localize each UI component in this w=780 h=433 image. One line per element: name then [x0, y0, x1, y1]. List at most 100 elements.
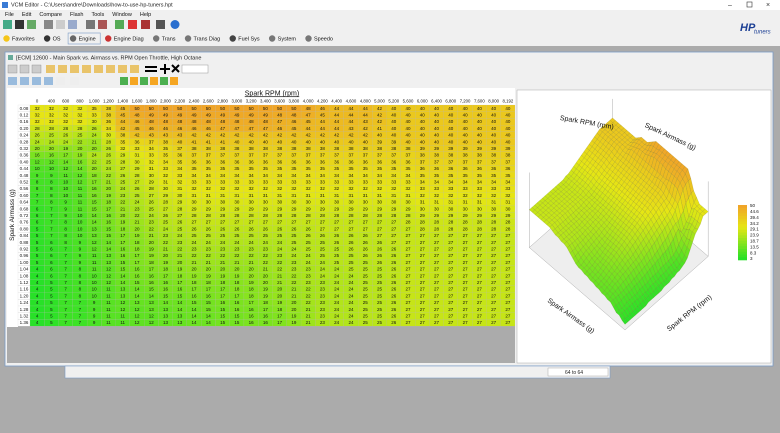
cell-value: 34 [406, 173, 412, 178]
toolbar-icon[interactable] [46, 65, 55, 73]
column-header: 400 [48, 99, 56, 104]
table-cell[interactable] [500, 319, 516, 327]
cell-value: 13 [149, 307, 155, 312]
toolbar-icon[interactable] [70, 77, 79, 85]
cell-value: 40 [463, 139, 469, 144]
cell-value: 26 [377, 240, 383, 245]
menu-item[interactable]: Help [140, 12, 151, 18]
tab-label[interactable]: OS [53, 36, 61, 42]
toolbar-icon[interactable] [32, 77, 41, 85]
toolbar-icon[interactable] [141, 20, 150, 29]
legend-gradient [738, 216, 747, 220]
toolbar-icon[interactable] [44, 20, 53, 29]
toolbar-icon[interactable] [130, 65, 139, 73]
toolbar-icon[interactable] [150, 77, 158, 85]
range-dropdown[interactable] [547, 367, 609, 377]
cell-value: 8 [79, 280, 82, 285]
cell-value: 17 [177, 280, 183, 285]
toolbar-icon[interactable] [94, 65, 103, 73]
toolbar-icon[interactable] [140, 77, 148, 85]
toolbar-icon[interactable] [68, 20, 77, 29]
toolbar-icon[interactable] [19, 64, 30, 74]
tab-label[interactable]: Engine [79, 36, 96, 42]
menu-item[interactable]: Window [112, 12, 132, 18]
minimize-button[interactable]: – [728, 2, 732, 9]
toolbar-icon[interactable] [120, 77, 128, 85]
cell-value: 34 [377, 173, 383, 178]
toolbar-icon[interactable] [58, 65, 67, 73]
toolbar-icon[interactable] [56, 20, 65, 29]
cell-value: 45 [120, 106, 126, 111]
toolbar-icon[interactable] [7, 64, 18, 74]
cell-value: 18 [234, 287, 240, 292]
cell-value: 34 [291, 173, 297, 178]
toolbar-icon[interactable] [44, 77, 53, 85]
toolbar-icon[interactable] [145, 66, 157, 68]
toolbar-icon[interactable] [118, 65, 127, 73]
cell-value: 32 [120, 146, 126, 151]
cell-value: 21 [120, 206, 126, 211]
toolbar-icon[interactable] [20, 77, 29, 85]
cell-value: 40 [477, 119, 483, 124]
cell-value: 22 [306, 293, 312, 298]
cell-value: 28 [63, 126, 69, 131]
cell-value: 46 [206, 126, 212, 131]
maximize-button[interactable] [746, 1, 753, 8]
cell-value: 8 [36, 180, 39, 185]
tab-label[interactable]: System [278, 36, 297, 42]
toolbar-icon[interactable] [56, 77, 65, 85]
cell-value: 7 [64, 287, 67, 292]
toolbar-icon[interactable] [145, 70, 157, 72]
row-header: 0.64 [20, 200, 29, 205]
toolbar-icon[interactable] [31, 64, 42, 74]
value-input[interactable] [181, 64, 209, 74]
cell-value: 40 [434, 139, 440, 144]
toolbar-icon[interactable] [70, 65, 79, 73]
cell-value: 12 [149, 314, 155, 319]
toolbar-icon[interactable] [160, 77, 168, 85]
cell-value: 27 [505, 247, 511, 252]
tab-label[interactable]: Favorites [12, 36, 35, 42]
tab-label[interactable]: Speedo [314, 36, 333, 42]
menu-item[interactable]: File [5, 12, 14, 18]
column-header: 3,400 [260, 99, 271, 104]
tab-label[interactable]: Trans Diag [194, 36, 221, 42]
toolbar-icon[interactable] [156, 20, 165, 29]
toolbar-icon[interactable] [115, 20, 124, 29]
toolbar-icon[interactable] [82, 65, 91, 73]
cell-value: 10 [77, 213, 83, 218]
cell-value: 29 [220, 206, 226, 211]
cell-value: 25 [49, 133, 55, 138]
toolbar-icon[interactable] [171, 64, 180, 73]
toolbar-icon[interactable] [27, 20, 36, 29]
menu-bar: File Edit Compare Flash Tools Window Help [5, 12, 151, 18]
cell-value: 48 [220, 119, 226, 124]
toolbar-icon[interactable] [3, 20, 12, 29]
cell-value: 27 [420, 287, 426, 292]
cell-value: 40 [348, 139, 354, 144]
toolbar-icon[interactable] [160, 64, 170, 74]
menu-item[interactable]: Flash [70, 12, 83, 18]
cell-value: 10 [92, 280, 98, 285]
cell-value: 20 [263, 280, 269, 285]
tab-label[interactable]: Fuel Sys [238, 36, 260, 42]
close-button[interactable]: × [766, 2, 770, 9]
cell-value: 33 [206, 180, 212, 185]
tab-label[interactable]: Trans [162, 36, 176, 42]
cell-value: 16 [92, 193, 98, 198]
toolbar-icon[interactable] [128, 20, 137, 29]
toolbar-icon[interactable] [15, 20, 24, 29]
menu-item[interactable]: Compare [39, 12, 62, 18]
toolbar-icon[interactable] [86, 20, 95, 29]
tab-label[interactable]: Engine Diag [114, 36, 144, 42]
help-icon[interactable] [170, 20, 180, 29]
toolbar-icon[interactable] [8, 77, 17, 85]
toolbar-icon[interactable] [98, 20, 107, 29]
menu-item[interactable]: Edit [22, 12, 32, 18]
toolbar-icon[interactable] [130, 77, 138, 85]
toolbar-icon[interactable] [170, 77, 178, 85]
toolbar-icon[interactable] [106, 65, 115, 73]
cell-value: 28 [463, 220, 469, 225]
cell-value: 12 [92, 247, 98, 252]
menu-item[interactable]: Tools [91, 12, 104, 18]
